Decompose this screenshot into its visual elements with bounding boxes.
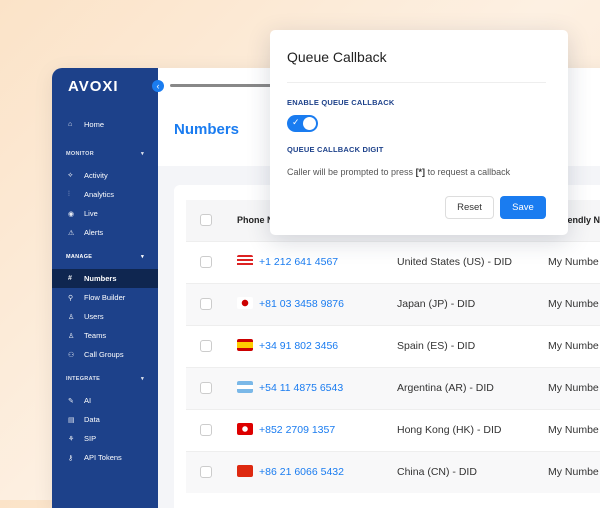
users-icon: ♙ bbox=[68, 313, 75, 321]
section-integrate[interactable]: INTEGRATE ▾ bbox=[66, 376, 144, 382]
page-title: Numbers bbox=[174, 121, 240, 138]
flag-jp-icon bbox=[237, 297, 253, 309]
flag-us-icon bbox=[237, 255, 253, 267]
sidebar-item-data[interactable]: ▤ Data bbox=[68, 415, 100, 424]
api-tokens-icon: ⚷ bbox=[68, 454, 74, 462]
save-button[interactable]: Save bbox=[500, 196, 546, 219]
caret-down-icon: ▾ bbox=[140, 254, 144, 260]
friendly-name: My Numbe bbox=[548, 424, 599, 436]
sidebar-item-users[interactable]: ♙ Users bbox=[68, 312, 104, 321]
flag-cn-icon bbox=[237, 465, 253, 477]
table-row[interactable]: +852 2709 1357 Hong Kong (HK) - DID My N… bbox=[186, 409, 600, 451]
number-type: Spain (ES) - DID bbox=[397, 340, 476, 352]
sip-icon: ⚘ bbox=[68, 435, 75, 443]
section-manage[interactable]: MANAGE ▾ bbox=[66, 254, 144, 260]
activity-icon: ⟡ bbox=[68, 171, 73, 179]
numbers-table: Phone N Friendly Na +1 212 641 4567 Unit… bbox=[174, 185, 600, 508]
section-monitor[interactable]: MONITOR ▾ bbox=[66, 151, 144, 157]
sidebar-item-teams[interactable]: ♙ Teams bbox=[68, 331, 107, 340]
select-all-checkbox[interactable] bbox=[200, 214, 212, 226]
phone-number-link[interactable]: +81 03 3458 9876 bbox=[259, 298, 344, 310]
friendly-name: My Numbe bbox=[548, 340, 599, 352]
divider bbox=[287, 82, 546, 83]
data-icon: ▤ bbox=[68, 416, 75, 424]
logo: AVOXI bbox=[68, 78, 119, 95]
number-type: Japan (JP) - DID bbox=[397, 298, 476, 310]
caret-down-icon: ▾ bbox=[140, 376, 144, 382]
phone-number-link[interactable]: +1 212 641 4567 bbox=[259, 256, 339, 268]
sidebar-item-ai[interactable]: ✎ AI bbox=[68, 396, 92, 405]
table-row[interactable]: +81 03 3458 9876 Japan (JP) - DID My Num… bbox=[186, 283, 600, 325]
caret-down-icon: ▾ bbox=[140, 151, 144, 157]
numbers-icon: # bbox=[68, 275, 72, 282]
friendly-name: My Numbe bbox=[548, 298, 599, 310]
sidebar-item-activity[interactable]: ⟡ Activity bbox=[68, 171, 108, 180]
modal-title: Queue Callback bbox=[287, 49, 387, 65]
live-icon: ◉ bbox=[68, 210, 75, 218]
number-type: United States (US) - DID bbox=[397, 256, 512, 268]
sidebar-item-api-tokens[interactable]: ⚷ API Tokens bbox=[68, 453, 122, 462]
alerts-icon: ⚠ bbox=[68, 229, 75, 237]
phone-number-link[interactable]: +86 21 6066 5432 bbox=[259, 466, 344, 478]
queue-callback-modal: Queue Callback ENABLE QUEUE CALLBACK ✓ Q… bbox=[270, 30, 568, 235]
phone-number-link[interactable]: +34 91 802 3456 bbox=[259, 340, 339, 352]
scrollbar[interactable] bbox=[170, 84, 280, 87]
sidebar-item-analytics[interactable]: ⫶ Analytics bbox=[68, 190, 115, 199]
row-checkbox[interactable] bbox=[200, 340, 212, 352]
ai-icon: ✎ bbox=[68, 397, 74, 405]
sidebar-item-flow-builder[interactable]: ⚲ Flow Builder bbox=[68, 293, 126, 302]
sidebar-item-sip[interactable]: ⚘ SIP bbox=[68, 434, 97, 443]
table-row[interactable]: +34 91 802 3456 Spain (ES) - DID My Numb… bbox=[186, 325, 600, 367]
number-type: China (CN) - DID bbox=[397, 466, 477, 478]
flag-es-icon bbox=[237, 339, 253, 351]
home-icon: ⌂ bbox=[68, 121, 73, 128]
enable-queue-callback-toggle[interactable]: ✓ bbox=[287, 115, 318, 132]
flow-builder-icon: ⚲ bbox=[68, 294, 74, 302]
table-row[interactable]: +54 11 4875 6543 Argentina (AR) - DID My… bbox=[186, 367, 600, 409]
flag-hk-icon bbox=[237, 423, 253, 435]
friendly-name: My Numbe bbox=[548, 382, 599, 394]
teams-icon: ♙ bbox=[68, 332, 75, 340]
flag-ar-icon bbox=[237, 381, 253, 393]
digit-label: QUEUE CALLBACK DIGIT bbox=[287, 145, 384, 154]
friendly-name: My Numbe bbox=[548, 256, 599, 268]
sidebar: AVOXI ⌂ Home MONITOR ▾ ⟡ Activity ⫶ Analytics ◉… bbox=[52, 68, 158, 508]
table-row[interactable]: +1 212 641 4567 United States (US) - DID… bbox=[186, 241, 600, 283]
check-icon: ✓ bbox=[292, 117, 300, 127]
reset-button[interactable]: Reset bbox=[445, 196, 494, 219]
row-checkbox[interactable] bbox=[200, 424, 212, 436]
row-checkbox[interactable] bbox=[200, 298, 212, 310]
row-checkbox[interactable] bbox=[200, 466, 212, 478]
column-friendly-name[interactable]: Friendly Na bbox=[556, 215, 600, 225]
column-phone[interactable]: Phone N bbox=[237, 215, 274, 225]
enable-label: ENABLE QUEUE CALLBACK bbox=[287, 98, 395, 107]
callback-description: Caller will be prompted to press [*] to … bbox=[287, 167, 511, 177]
row-checkbox[interactable] bbox=[200, 256, 212, 268]
sidebar-item-home[interactable]: ⌂ Home bbox=[68, 120, 105, 129]
collapse-sidebar-button[interactable]: ‹ bbox=[152, 80, 164, 92]
sidebar-item-live[interactable]: ◉ Live bbox=[68, 209, 98, 218]
sidebar-item-numbers[interactable]: # Numbers bbox=[52, 269, 158, 288]
table-row[interactable]: +86 21 6066 5432 China (CN) - DID My Num… bbox=[186, 451, 600, 493]
call-groups-icon: ⚇ bbox=[68, 351, 75, 359]
analytics-icon: ⫶ bbox=[68, 190, 70, 198]
row-checkbox[interactable] bbox=[200, 382, 212, 394]
number-type: Argentina (AR) - DID bbox=[397, 382, 494, 394]
sidebar-item-call-groups[interactable]: ⚇ Call Groups bbox=[68, 350, 124, 359]
number-type: Hong Kong (HK) - DID bbox=[397, 424, 502, 436]
phone-number-link[interactable]: +54 11 4875 6543 bbox=[259, 382, 344, 394]
phone-number-link[interactable]: +852 2709 1357 bbox=[259, 424, 336, 436]
sidebar-item-alerts[interactable]: ⚠ Alerts bbox=[68, 228, 104, 237]
friendly-name: My Numbe bbox=[548, 466, 599, 478]
